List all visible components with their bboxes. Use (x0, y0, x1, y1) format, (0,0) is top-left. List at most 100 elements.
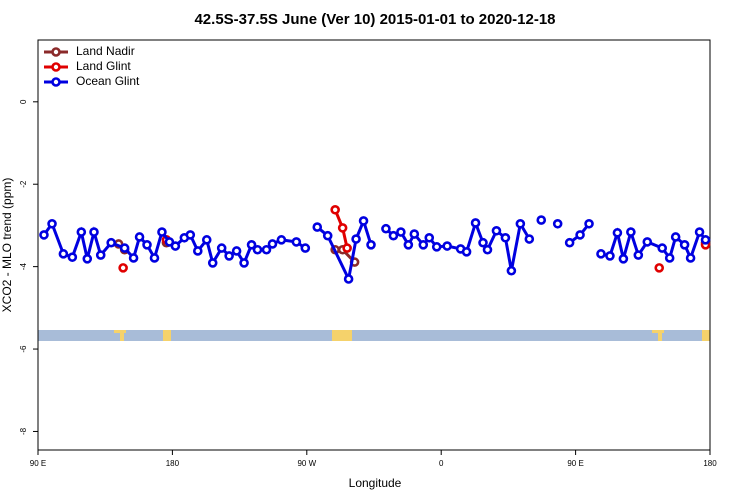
y-tick-label: -2 (19, 180, 28, 188)
point (312, 222, 323, 232)
point (564, 237, 575, 248)
point (239, 258, 249, 268)
point (149, 253, 160, 263)
point (431, 242, 442, 252)
x-tick-label: 0 (439, 459, 444, 468)
point (470, 218, 481, 228)
point (47, 218, 57, 229)
x-tick-label: 90 W (297, 459, 316, 468)
point (330, 204, 340, 215)
point (118, 263, 128, 273)
point (552, 218, 563, 229)
point (358, 216, 369, 226)
point (231, 246, 242, 256)
y-tick-label: -4 (19, 263, 28, 271)
y-tick-label: 0 (19, 99, 28, 104)
point (515, 218, 526, 229)
point (366, 239, 376, 250)
point (291, 237, 302, 247)
point (201, 235, 212, 245)
point (642, 237, 653, 247)
point (252, 244, 263, 255)
point (396, 227, 406, 237)
point (524, 234, 535, 244)
chart-title: 42.5S-37.5S June (Ver 10) 2015-01-01 to … (194, 11, 555, 28)
x-tick-label: 180 (166, 459, 180, 468)
point (491, 225, 502, 236)
point (700, 235, 711, 245)
point (679, 239, 690, 250)
point (654, 263, 665, 273)
point (657, 243, 668, 253)
legend-label: Ocean Glint (76, 74, 140, 88)
point (596, 249, 606, 259)
point (170, 241, 181, 251)
point (89, 227, 99, 237)
y-axis-label: XCO2 - MLO trend (ppm) (0, 178, 14, 313)
point (76, 227, 87, 237)
point (246, 239, 257, 250)
point (192, 246, 203, 256)
x-axis-label: Longitude (349, 476, 402, 490)
point (388, 230, 399, 241)
point (685, 253, 696, 263)
point (626, 227, 636, 237)
point (106, 237, 116, 248)
y-tick-label: -6 (19, 345, 28, 353)
point (442, 241, 452, 251)
point (670, 232, 681, 242)
y-tick-label: -8 (19, 427, 28, 435)
point (58, 249, 69, 259)
point (337, 223, 348, 233)
point (605, 251, 615, 261)
point (119, 243, 130, 253)
point (633, 250, 644, 260)
point (142, 239, 152, 250)
point (224, 251, 234, 261)
legend-marker (51, 77, 61, 87)
point (128, 253, 139, 263)
legend-label: Land Nadir (76, 44, 135, 58)
point (584, 218, 594, 229)
point (424, 232, 435, 243)
legend-marker (51, 62, 61, 72)
point (342, 243, 352, 253)
legend-label: Land Glint (76, 59, 131, 73)
point (267, 239, 278, 249)
point (482, 244, 493, 255)
point (39, 230, 49, 240)
x-tick-label: 90 E (30, 459, 46, 468)
x-tick-label: 90 E (567, 459, 583, 468)
point (164, 237, 175, 247)
point (575, 230, 585, 240)
point (300, 243, 311, 253)
point (276, 235, 287, 245)
point (185, 230, 196, 240)
point (216, 243, 227, 253)
point (67, 252, 78, 262)
point (461, 246, 472, 257)
point (612, 228, 623, 238)
point (694, 227, 705, 237)
point (403, 239, 414, 250)
point (506, 265, 517, 276)
point (322, 230, 333, 241)
legend-marker (51, 47, 61, 57)
point (134, 232, 145, 242)
point (82, 254, 93, 264)
point (95, 250, 106, 260)
point (261, 244, 272, 255)
point (536, 215, 547, 225)
point (618, 254, 629, 264)
point (343, 274, 354, 284)
land-strip (38, 330, 710, 341)
x-tick-label: 180 (703, 459, 717, 468)
point (351, 234, 361, 244)
point (381, 223, 391, 234)
point (478, 237, 488, 248)
point (409, 229, 420, 239)
point (664, 253, 675, 263)
point (500, 232, 511, 243)
point (207, 258, 218, 268)
